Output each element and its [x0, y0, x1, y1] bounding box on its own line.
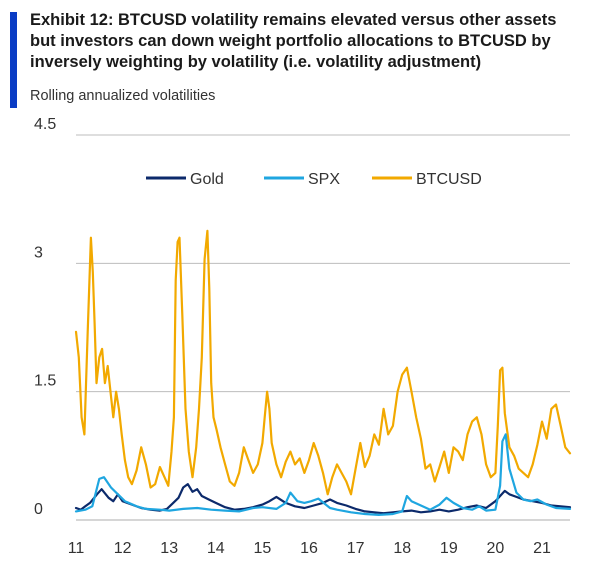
- gridlines: [76, 134, 570, 521]
- y-tick-label: 4.5: [34, 116, 56, 133]
- x-axis-ticks: 11 12 13 14 15 16 17 18 19 20 21: [68, 540, 551, 557]
- x-tick-label: 17: [347, 540, 365, 557]
- y-tick-label: 1.5: [34, 373, 56, 390]
- chart-subtitle: Rolling annualized volatilities: [30, 88, 216, 104]
- x-tick-label: 21: [533, 540, 551, 557]
- y-axis-ticks: 0 1.5 3 4.5: [34, 116, 56, 518]
- y-tick-label: 0: [34, 501, 43, 518]
- legend-label-btcusd: BTCUSD: [416, 171, 482, 188]
- y-tick-label: 3: [34, 244, 43, 261]
- x-tick-label: 16: [300, 540, 318, 557]
- x-tick-label: 13: [160, 540, 178, 557]
- accent-bar: [10, 12, 17, 108]
- chart-title: Exhibit 12: BTCUSD volatility remains el…: [30, 11, 557, 71]
- x-tick-label: 19: [440, 540, 458, 557]
- series-line-btcusd: [74, 229, 572, 496]
- legend-label-spx: SPX: [308, 171, 340, 188]
- series-line-spx: [74, 433, 572, 516]
- x-tick-label: 14: [207, 540, 225, 557]
- series-lines: [74, 229, 572, 516]
- x-tick-label: 18: [393, 540, 411, 557]
- legend-label-gold: Gold: [190, 171, 224, 188]
- x-tick-label: 20: [487, 540, 505, 557]
- x-tick-label: 15: [254, 540, 272, 557]
- x-tick-label: 12: [114, 540, 132, 557]
- x-tick-label: 11: [68, 540, 85, 557]
- legend: Gold SPX BTCUSD: [146, 171, 482, 188]
